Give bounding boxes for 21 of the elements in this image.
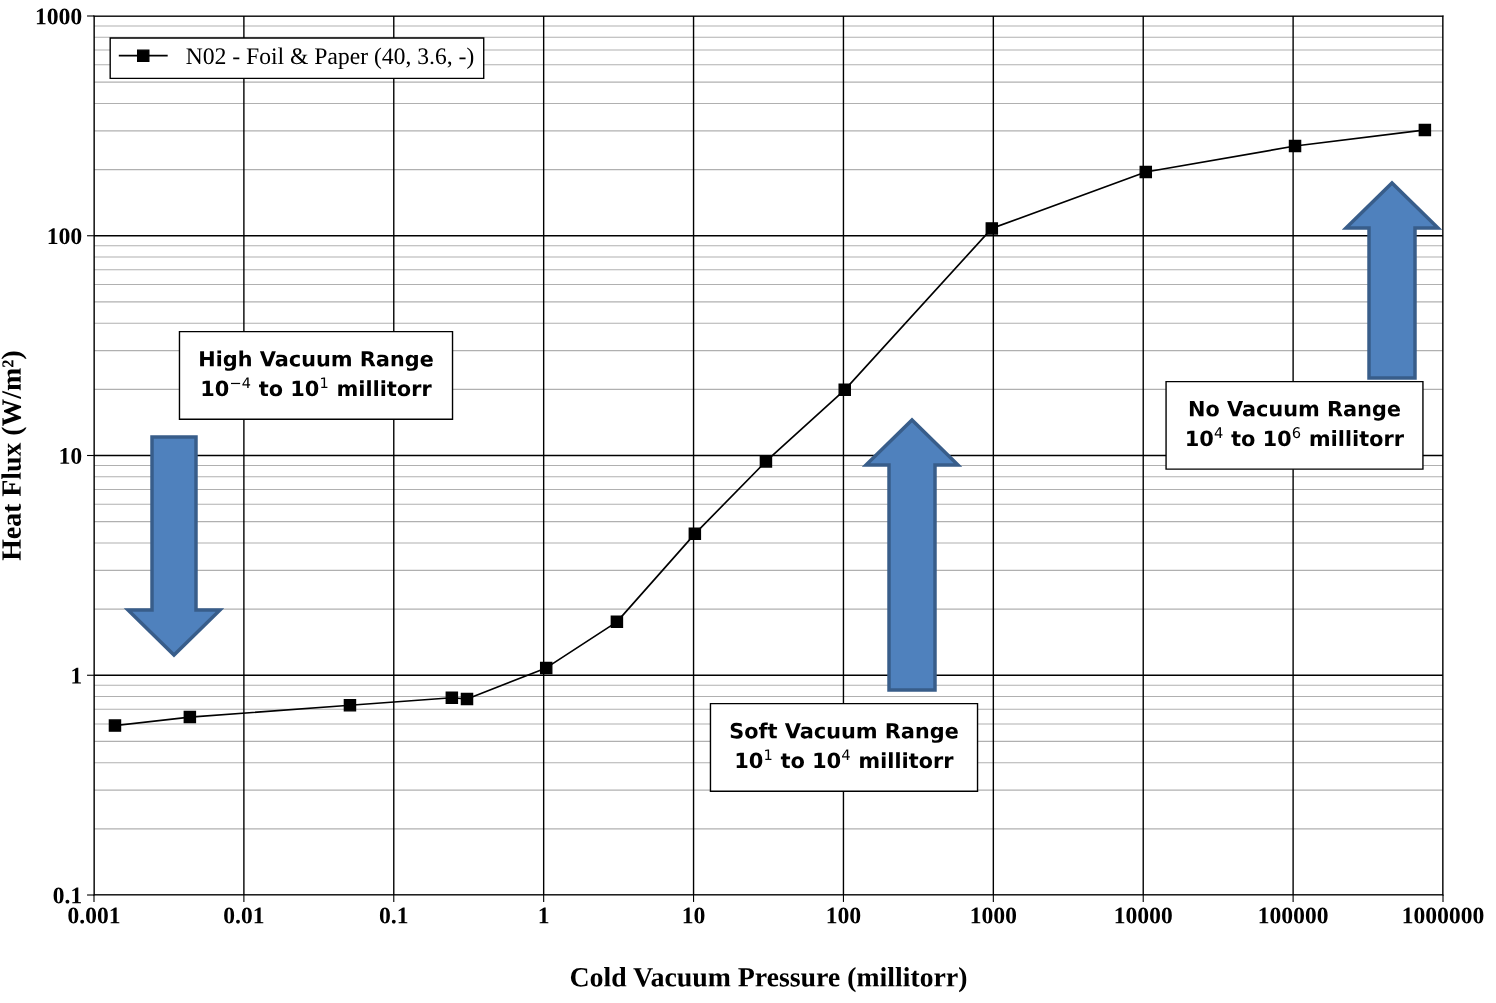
annotation: No Vacuum Range 10$^{4}$ to 10$^{6}$ millitorr xyxy=(1187,401,1404,447)
y-tick-label: 10 xyxy=(60,447,82,464)
x-tick-label: 1000000 xyxy=(1403,907,1484,924)
y-tick-label: 100 xyxy=(48,228,82,245)
x-axis-title: Cold Vacuum Pressure (millitorr) xyxy=(570,967,967,993)
y-tick-label: 1 xyxy=(72,667,81,684)
x-tick-label: 0.1 xyxy=(379,907,408,924)
x-tick-label: 1 xyxy=(539,907,549,924)
x-tick-label: 0.001 xyxy=(68,907,120,924)
x-tick-label: 10000 xyxy=(1115,907,1172,924)
annotation: Soft Vacuum Range 10$^{1}$ to 10$^{4}$ millitorr xyxy=(730,722,958,769)
y-tick-label: 0.1 xyxy=(53,887,81,904)
x-tick-label: 10 xyxy=(683,907,705,924)
x-tick-label: 100 xyxy=(827,907,861,924)
legend-label: N02 - Foil & Paper (40, 3.6, -) xyxy=(186,47,474,69)
annotation: High Vacuum Range 10$^{−4}$ to 10$^{1}$ millitorr xyxy=(200,350,433,397)
x-tick-label: 1000 xyxy=(971,907,1017,924)
x-tick-label: 100000 xyxy=(1259,907,1328,924)
y-axis-title: Heat Flux (W/m²) xyxy=(1,351,27,561)
x-tick-label: 0.01 xyxy=(224,907,264,924)
y-tick-label: 1000 xyxy=(36,8,82,25)
